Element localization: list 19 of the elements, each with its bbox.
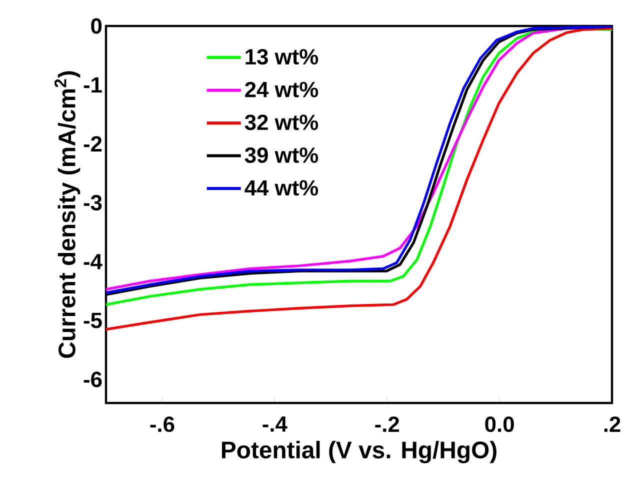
y-tick-label: -3 (84, 194, 102, 210)
x-tick-label: -.6 (150, 416, 174, 432)
y-tick-label: -5 (84, 312, 102, 328)
y-tick-label: -6 (84, 372, 102, 388)
y-tick-label: -1 (84, 77, 102, 92)
y-axis-title: Current density (mA/cm$^{2}$) (54, 71, 80, 358)
y-tick-label: -2 (84, 136, 102, 152)
x-axis-title: Potential (V vs. Hg/HgO) (222, 440, 496, 464)
x-tick-label: 0.0 (485, 416, 514, 432)
x-tick-label: .2 (604, 416, 620, 432)
y-tick-label: 0 (91, 18, 102, 34)
legend-label: 13 wt% (246, 49, 318, 65)
legend-label: 32 wt% (244, 114, 318, 130)
legend-label: 44 wt% (244, 180, 318, 196)
y-tick-label: -4 (84, 254, 102, 270)
legend-label: 24 wt% (245, 82, 318, 98)
x-tick-label: -.4 (262, 416, 288, 432)
legend-label: 39 wt% (244, 147, 318, 163)
x-tick-label: -.2 (375, 416, 400, 432)
